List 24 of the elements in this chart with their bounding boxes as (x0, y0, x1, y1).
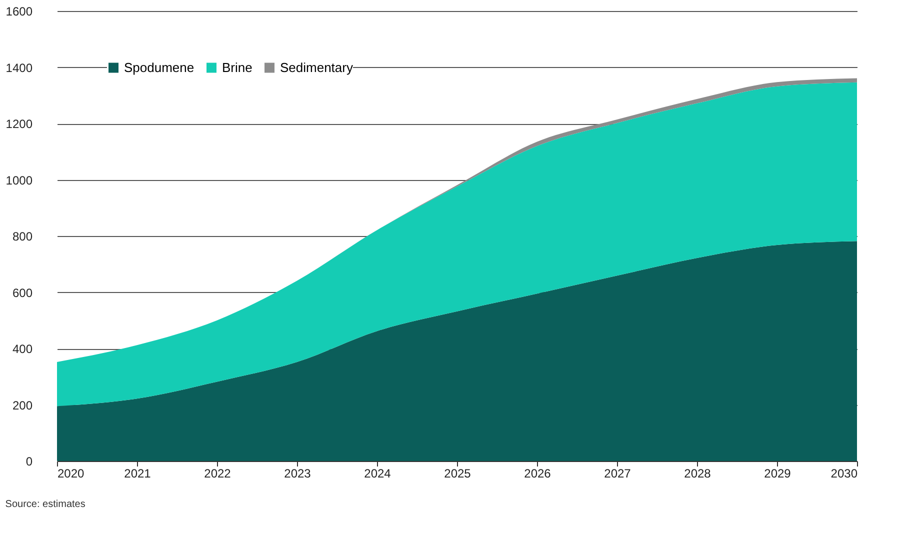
x-tick-label: 2027 (604, 466, 632, 480)
x-tick-label: 2024 (364, 466, 392, 480)
y-tick-label: 1400 (6, 60, 33, 75)
x-tick-label: 2021 (124, 466, 152, 480)
source-note: Source: estimates (5, 499, 86, 510)
y-tick-label: 1600 (6, 4, 33, 18)
x-tick-label: 2026 (524, 466, 552, 480)
y-tick-label: 400 (12, 342, 33, 356)
y-tick-label: 1000 (6, 173, 33, 188)
y-tick-label: 0 (26, 454, 33, 468)
x-tick-label: 2020 (58, 466, 85, 480)
legend-label: Spodumene (124, 60, 194, 75)
x-tick-label: 2028 (684, 466, 712, 480)
x-tick-label: 2029 (764, 466, 792, 480)
legend-label: Brine (222, 60, 252, 75)
x-tick-label: 2025 (444, 466, 472, 480)
x-tick-label: 2030 (830, 466, 858, 480)
legend-label: Sedimentary (280, 60, 354, 75)
y-tick-label: 200 (12, 398, 33, 412)
y-tick-label: 600 (12, 286, 33, 300)
x-tick-label: 2023 (284, 466, 312, 480)
y-tick-label: 1200 (6, 117, 33, 131)
y-tick-label: 800 (12, 230, 33, 244)
x-tick-label: 2022 (204, 466, 232, 480)
